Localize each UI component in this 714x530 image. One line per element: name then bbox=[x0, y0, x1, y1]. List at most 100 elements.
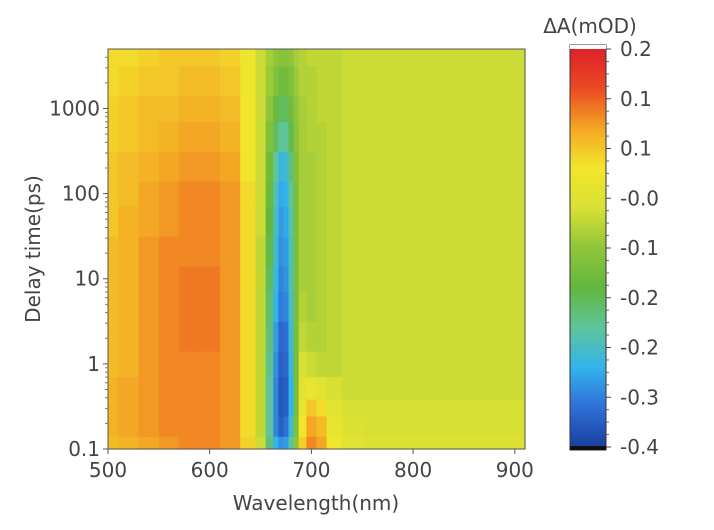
heatmap-cell bbox=[316, 291, 328, 322]
heatmap-cell bbox=[306, 236, 318, 267]
heatmap-cell bbox=[255, 121, 267, 152]
heatmap-cell bbox=[298, 265, 307, 293]
heatmap-cell bbox=[288, 376, 295, 400]
heatmap-cell bbox=[316, 121, 328, 152]
heatmap-cell bbox=[298, 95, 307, 122]
heatmap-cell bbox=[392, 291, 440, 322]
heatmap-cell bbox=[392, 49, 440, 67]
heatmap-cell bbox=[341, 236, 363, 267]
heatmap-cell bbox=[326, 180, 343, 208]
heatmap-cell bbox=[341, 151, 363, 182]
heatmap-cell bbox=[273, 65, 279, 97]
heatmap-cell bbox=[255, 95, 267, 122]
heatmap-cell bbox=[240, 95, 257, 122]
heatmap-cell bbox=[438, 265, 496, 293]
heatmap-cell bbox=[138, 95, 160, 122]
heatmap-cell bbox=[341, 49, 363, 67]
x-tick-label: 800 bbox=[394, 458, 432, 482]
heatmap-cell bbox=[306, 376, 318, 400]
heatmap-cell bbox=[118, 436, 140, 450]
heatmap-cell bbox=[341, 436, 363, 450]
heatmap-cell bbox=[494, 376, 526, 400]
heatmap-cell bbox=[283, 151, 290, 182]
heatmap-cell bbox=[273, 351, 279, 378]
heatmap-cell bbox=[392, 121, 440, 152]
heatmap-cell bbox=[278, 151, 285, 182]
y-tick-label: 0.1 bbox=[68, 437, 100, 461]
heatmap-cell bbox=[273, 180, 279, 208]
heatmap-cell bbox=[219, 398, 241, 417]
heatmap-cell bbox=[306, 321, 318, 352]
heatmap-cell bbox=[306, 206, 318, 237]
heatmap-cell bbox=[158, 291, 180, 322]
heatmap-cell bbox=[265, 376, 274, 400]
heatmap-cell bbox=[179, 236, 201, 267]
heatmap-cell bbox=[265, 95, 274, 122]
heatmap-cell bbox=[438, 291, 496, 322]
heatmap-cell bbox=[158, 436, 180, 450]
heatmap-cell bbox=[219, 351, 241, 378]
heatmap-cell bbox=[219, 415, 241, 437]
heatmap-cell bbox=[240, 398, 257, 417]
heatmap-cell bbox=[158, 151, 180, 182]
heatmap-cell bbox=[138, 236, 160, 267]
heatmap-cell bbox=[240, 236, 257, 267]
heatmap-cell bbox=[326, 65, 343, 97]
heatmap-cell bbox=[494, 180, 526, 208]
heatmap-cell bbox=[392, 236, 440, 267]
heatmap-cell bbox=[158, 321, 180, 352]
heatmap-cell bbox=[240, 180, 257, 208]
heatmap-cell bbox=[219, 376, 241, 400]
heatmap-cell bbox=[118, 351, 140, 378]
heatmap-cell bbox=[265, 49, 274, 67]
heatmap-cell bbox=[199, 351, 221, 378]
heatmap-cell bbox=[438, 236, 496, 267]
heatmap-cell bbox=[283, 351, 290, 378]
heatmap-cell bbox=[341, 65, 363, 97]
heatmap-cell bbox=[265, 321, 274, 352]
heatmap-cell bbox=[273, 291, 279, 322]
heatmap-cell bbox=[293, 95, 300, 122]
heatmap-cell bbox=[278, 415, 285, 437]
heatmap-cell bbox=[306, 415, 318, 437]
colorbar: 0.2 0.1 0.1 -0.0 -0.1 -0.2 -0.2 -0.3 -0.4 bbox=[569, 37, 659, 459]
heatmap-cell bbox=[288, 121, 295, 152]
heatmap-cell bbox=[108, 415, 119, 437]
heatmap-cell bbox=[273, 151, 279, 182]
heatmap-cell bbox=[392, 398, 440, 417]
heatmap-cell bbox=[293, 376, 300, 400]
heatmap-cell bbox=[293, 291, 300, 322]
heatmap-cell bbox=[179, 65, 201, 97]
heatmap-cell bbox=[293, 65, 300, 97]
heatmap-cell bbox=[199, 436, 221, 450]
heatmap-cell bbox=[288, 49, 295, 67]
heatmap-cell bbox=[138, 151, 160, 182]
heatmap-cell bbox=[494, 265, 526, 293]
x-tick-label: 600 bbox=[191, 458, 229, 482]
heatmap-cell bbox=[118, 236, 140, 267]
heatmap-cell bbox=[255, 415, 267, 437]
heatmap-cell bbox=[219, 49, 241, 67]
heatmap-cell bbox=[293, 206, 300, 237]
heatmap-cell bbox=[278, 49, 285, 67]
heatmap-cell bbox=[288, 436, 295, 450]
heatmap-cell bbox=[326, 95, 343, 122]
heatmap-cell bbox=[240, 436, 257, 450]
heatmap-cell bbox=[158, 180, 180, 208]
heatmap-cell bbox=[199, 151, 221, 182]
heatmap-cell bbox=[138, 436, 160, 450]
heatmap-cell bbox=[255, 236, 267, 267]
heatmap-cell bbox=[273, 49, 279, 67]
heatmap-cell bbox=[138, 206, 160, 237]
heatmap-cell bbox=[273, 376, 279, 400]
heatmap-cell bbox=[392, 206, 440, 237]
heatmap-cell bbox=[326, 436, 343, 450]
plot-frame bbox=[107, 48, 526, 450]
heatmap-cell bbox=[158, 206, 180, 237]
heatmap-cell bbox=[273, 436, 279, 450]
heatmap-cell bbox=[298, 321, 307, 352]
heatmap-cell bbox=[199, 206, 221, 237]
heatmap-cell bbox=[108, 265, 119, 293]
heatmap-cell bbox=[138, 265, 160, 293]
heatmap-cell bbox=[362, 265, 394, 293]
